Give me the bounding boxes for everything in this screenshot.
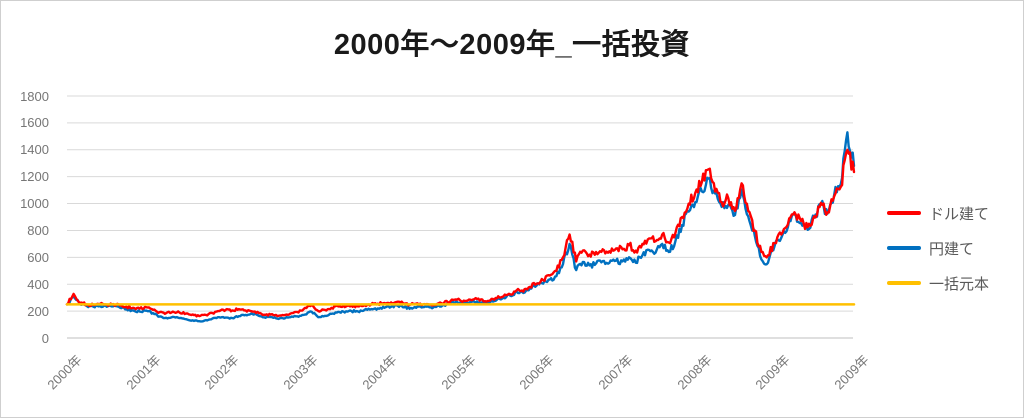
- y-axis-tick-label: 600: [27, 249, 49, 265]
- yen-series-line: [65, 131, 856, 323]
- series-lines-group: [65, 131, 856, 323]
- legend-label-principal: 一括元本: [929, 275, 990, 293]
- legend: ドル建て 円建て 一括元本: [887, 205, 990, 293]
- dollar-series-line: [65, 148, 856, 318]
- chart-title: 2000年〜2009年_一括投資: [333, 29, 691, 61]
- y-axis-tick-label: 1800: [20, 88, 49, 104]
- legend-swatch-yen: [887, 246, 921, 250]
- gridlines-group: [67, 95, 853, 339]
- y-axis-tick-label: 1200: [20, 169, 49, 185]
- legend-item-principal: 一括元本: [887, 275, 990, 293]
- y-axis-tick-label: 400: [27, 276, 49, 292]
- legend-item-yen: 円建て: [887, 240, 989, 258]
- y-axis-tick-label: 200: [27, 303, 49, 319]
- legend-swatch-dollar: [887, 211, 921, 215]
- y-axis-tick-label: 800: [27, 222, 49, 238]
- y-axis-tick-label: 1400: [20, 142, 49, 158]
- y-axis-tick-label: 0: [41, 330, 49, 346]
- y-axis-tick-label: 1600: [20, 115, 49, 131]
- legend-swatch-principal: [887, 281, 921, 285]
- legend-item-dollar: ドル建て: [887, 205, 990, 223]
- y-axis-tick-label: 1000: [20, 196, 49, 212]
- legend-label-dollar: ドル建て: [929, 205, 990, 223]
- legend-label-yen: 円建て: [929, 240, 975, 258]
